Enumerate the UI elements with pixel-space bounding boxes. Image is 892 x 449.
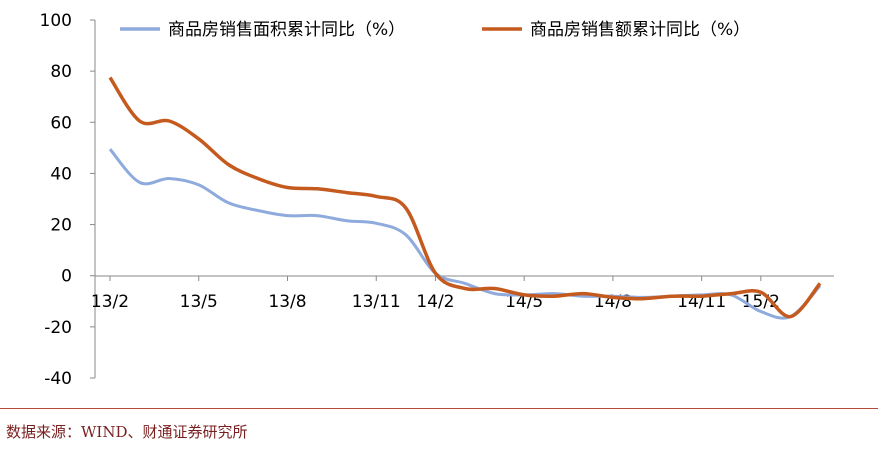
x-tick-label: 13/11: [352, 292, 401, 312]
x-tick-label: 15/2: [742, 292, 780, 312]
legend: 商品房销售面积累计同比（%） 商品房销售额累计同比（%）: [120, 20, 750, 40]
legend-label-sales: 商品房销售额累计同比（%）: [530, 20, 750, 40]
y-tick-label: -20: [44, 318, 72, 338]
x-tick-label: 14/2: [416, 292, 454, 312]
footer-divider: [0, 408, 878, 409]
series-line-sales: [108, 76, 822, 319]
y-tick-label: 60: [50, 113, 72, 133]
x-tick-label: 13/5: [180, 292, 218, 312]
y-tick-label: 40: [50, 164, 72, 184]
y-tick-label: 0: [61, 267, 72, 287]
y-tick-label: 20: [50, 216, 72, 236]
legend-label-area: 商品房销售面积累计同比（%）: [168, 20, 405, 40]
line-chart: 100 80 60 40 20 0 -20 -40 13/2 13/5 13/8 13/11 14/2…: [40, 11, 834, 389]
y-tick-label: 100: [40, 11, 72, 31]
source-note: 数据来源：WIND、财通证券研究所: [6, 423, 248, 441]
y-tick-label: -40: [44, 369, 72, 389]
x-tick-label: 13/8: [268, 292, 306, 312]
x-tick-label: 13/2: [91, 292, 129, 312]
y-tick-label: 80: [50, 62, 72, 82]
